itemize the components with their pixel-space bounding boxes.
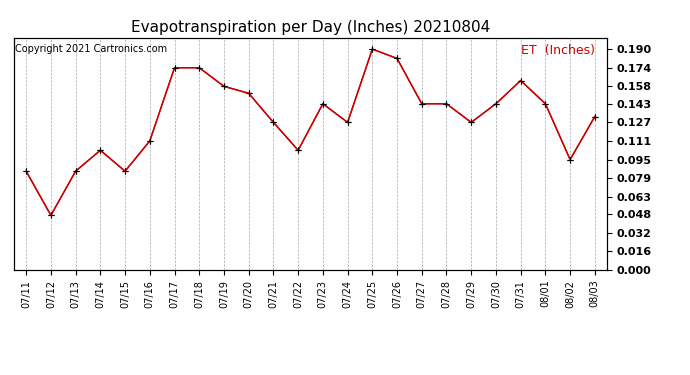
Text: Copyright 2021 Cartronics.com: Copyright 2021 Cartronics.com (15, 45, 167, 54)
Title: Evapotranspiration per Day (Inches) 20210804: Evapotranspiration per Day (Inches) 2021… (131, 20, 490, 35)
Text: ET  (Inches): ET (Inches) (522, 45, 595, 57)
